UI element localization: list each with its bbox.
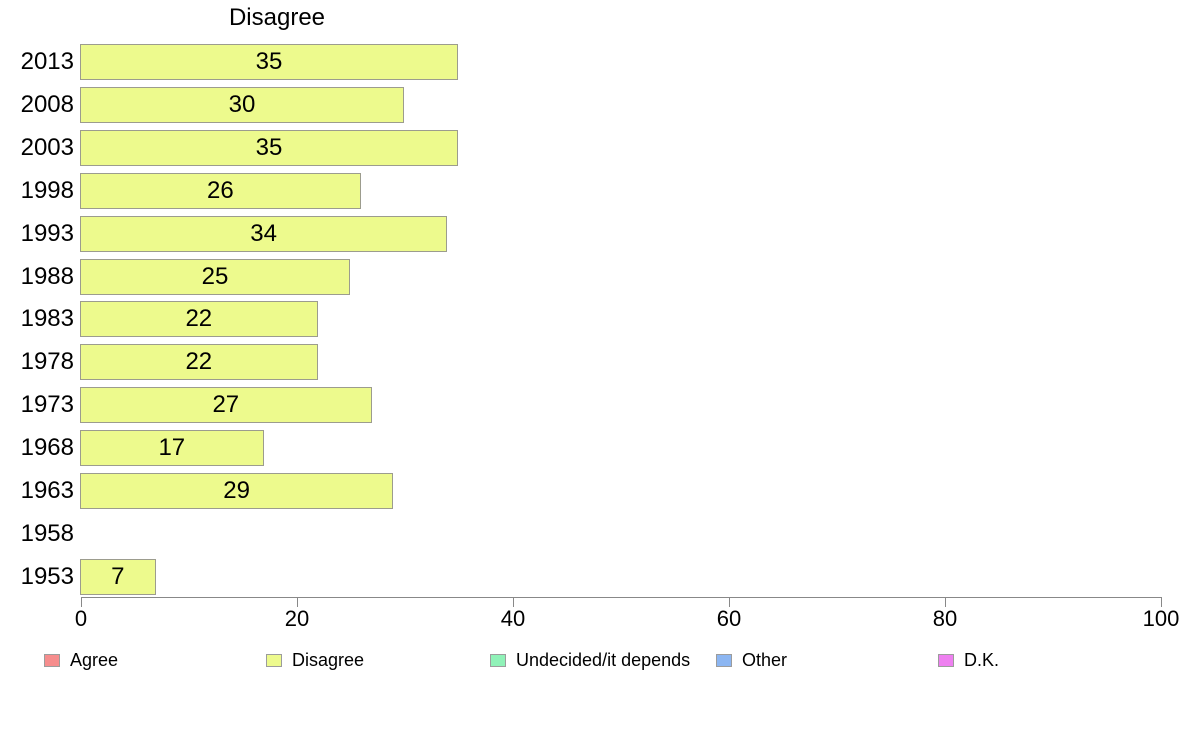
- value-label: 7: [111, 562, 125, 590]
- value-label: 29: [223, 476, 250, 504]
- x-tick-label: 20: [284, 606, 310, 631]
- data-bar: 22: [80, 344, 318, 381]
- category-label: 1988: [20, 262, 74, 290]
- x-tick-mark: [1160, 597, 1162, 607]
- chart-row: 1998 26: [0, 170, 1188, 213]
- value-label: 26: [207, 176, 234, 204]
- category-label: 2008: [20, 91, 74, 119]
- x-tick-label: 100: [1142, 606, 1180, 631]
- value-label: 25: [201, 262, 229, 290]
- legend-label: Agree: [70, 650, 119, 670]
- data-bar: 25: [80, 258, 350, 295]
- legend-item-undecided-it-depends[interactable]: Undecided/it depends: [490, 650, 690, 671]
- plot-area: 2013 35 2008 30 2003 35 1998 26 1993 34 1988 25 1983…: [0, 41, 1188, 598]
- category-label: 1983: [20, 305, 74, 333]
- chart-row: 2013 35: [0, 41, 1188, 84]
- legend-marker: [490, 654, 506, 667]
- legend-item-disagree[interactable]: Disagree: [266, 650, 364, 671]
- value-label: 35: [255, 48, 283, 76]
- bar-track: 22: [80, 344, 1188, 381]
- chart-row: 1963 29: [0, 469, 1188, 512]
- bar-track: 26: [80, 172, 1188, 209]
- bar-track: 35: [80, 44, 1188, 81]
- chart-row: 1973 27: [0, 384, 1188, 427]
- x-tick-mark: [296, 597, 298, 607]
- chart-row: 2008 30: [0, 84, 1188, 127]
- value-label: 17: [158, 434, 186, 462]
- bar-track: 30: [80, 87, 1188, 124]
- category-label: 2013: [20, 48, 74, 76]
- x-tick-mark: [944, 597, 946, 607]
- value-label: 34: [250, 219, 277, 247]
- bar-track: 7: [80, 558, 1188, 595]
- data-bar: 26: [80, 172, 361, 209]
- legend-item-agree[interactable]: Agree: [44, 650, 118, 671]
- x-tick-label: 40: [500, 606, 526, 631]
- bar-track: 22: [80, 301, 1188, 338]
- value-label: 35: [255, 134, 283, 162]
- bar-track: 27: [80, 387, 1188, 424]
- x-axis-line: [81, 597, 1161, 598]
- data-bar: 29: [80, 472, 394, 509]
- x-tick-mark: [80, 597, 82, 607]
- x-tick-label: 0: [74, 606, 88, 631]
- chart-row: 1953 7: [0, 555, 1188, 598]
- legend-marker: [938, 654, 954, 667]
- chart-row: 1978 22: [0, 341, 1188, 384]
- value-label: 30: [228, 91, 256, 119]
- chart-row: 2003 35: [0, 127, 1188, 170]
- legend-item-other[interactable]: Other: [716, 650, 787, 671]
- data-bar: 35: [80, 130, 458, 167]
- chart-row: 1958: [0, 512, 1188, 555]
- category-label: 1973: [20, 391, 74, 419]
- data-bar: 27: [80, 387, 372, 424]
- value-label: 22: [185, 305, 213, 333]
- category-label: 1993: [20, 219, 74, 247]
- data-bar: 17: [80, 430, 264, 467]
- legend-item-d-k[interactable]: D.K.: [938, 650, 999, 671]
- legend-label: Disagree: [292, 650, 365, 670]
- bar-track: 34: [80, 215, 1188, 252]
- bar-track: 25: [80, 258, 1188, 295]
- category-label: 1953: [20, 562, 74, 590]
- bar-track: 35: [80, 130, 1188, 167]
- data-bar: 7: [80, 558, 156, 595]
- legend-marker: [716, 654, 732, 667]
- legend-label: Other: [742, 650, 788, 670]
- category-label: 2003: [20, 134, 74, 162]
- data-bar: 34: [80, 215, 448, 252]
- category-label: 1963: [20, 476, 74, 504]
- x-tick-mark: [728, 597, 730, 607]
- x-tick-label: 80: [932, 606, 958, 631]
- legend-marker: [44, 654, 60, 667]
- legend-label: Undecided/it depends: [516, 650, 691, 670]
- category-label: 1978: [20, 348, 74, 376]
- chart-row: 1968 17: [0, 427, 1188, 470]
- value-label: 22: [185, 348, 213, 376]
- category-label: 1958: [20, 519, 74, 547]
- data-bar: 22: [80, 301, 318, 338]
- bar-track: 29: [80, 472, 1188, 509]
- chart-row: 1988 25: [0, 255, 1188, 298]
- chart-row: 1993 34: [0, 212, 1188, 255]
- x-tick-mark: [512, 597, 514, 607]
- category-label: 1968: [20, 434, 74, 462]
- chart-title: Disagree: [228, 4, 326, 31]
- bar-track: 17: [80, 430, 1188, 467]
- value-label: 27: [212, 391, 240, 419]
- legend-label: D.K.: [964, 650, 1000, 670]
- data-bar: 30: [80, 87, 404, 124]
- x-tick-label: 60: [716, 606, 742, 631]
- category-label: 1998: [20, 176, 74, 204]
- chart-row: 1983 22: [0, 298, 1188, 341]
- data-bar: 35: [80, 44, 458, 81]
- legend: Agree Disagree Undecided/it depends Other D.…: [0, 650, 1188, 674]
- legend-marker: [266, 654, 282, 667]
